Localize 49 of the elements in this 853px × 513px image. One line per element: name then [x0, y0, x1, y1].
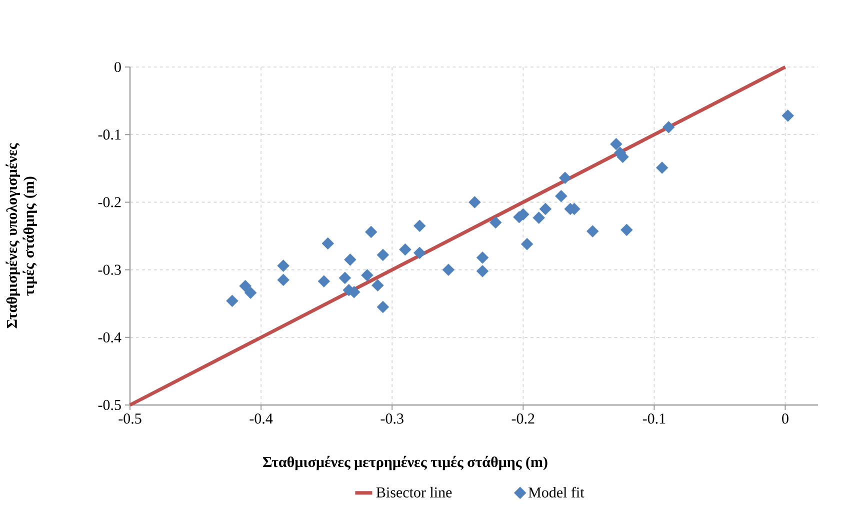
point — [539, 202, 552, 216]
point — [520, 238, 534, 250]
point — [376, 248, 390, 262]
point — [662, 121, 675, 134]
point — [277, 274, 290, 286]
point — [610, 138, 622, 150]
point — [244, 286, 257, 299]
point — [277, 260, 290, 272]
point — [489, 216, 502, 229]
point — [413, 246, 426, 260]
y-tick-label: -0.1 — [98, 130, 121, 140]
point — [586, 225, 599, 238]
point — [372, 279, 384, 292]
point — [226, 294, 238, 308]
point — [338, 272, 352, 284]
point — [468, 196, 481, 208]
y-axis-title: Σταθμισμένες υπολογισμένες τιμές στάθμης (m) — [6, 143, 38, 328]
x-tick-label: -0.2 — [512, 414, 534, 424]
point — [364, 226, 378, 238]
x-tick-label: 0 — [782, 414, 788, 424]
x-tick-label: -0.1 — [642, 414, 666, 424]
x-tick-label: -0.4 — [250, 414, 273, 424]
point — [376, 300, 390, 314]
y-tick-label: -0.3 — [98, 264, 121, 275]
point — [322, 237, 334, 250]
point — [399, 243, 412, 256]
y-tick-label: -0.2 — [98, 197, 121, 208]
point — [555, 190, 568, 202]
point — [344, 254, 356, 266]
point — [318, 275, 330, 288]
point — [476, 265, 489, 278]
y-tick-label: 0 — [114, 62, 121, 72]
point — [476, 251, 489, 264]
y-tick-label: -0.5 — [98, 400, 121, 410]
point — [239, 280, 252, 292]
y-tick-label: -0.4 — [98, 332, 122, 342]
point — [361, 269, 374, 282]
point — [532, 212, 546, 224]
x-axis-title: Σταθμισμένες μετρημένες τιμές στάθμης (m) — [262, 456, 548, 470]
point — [558, 172, 572, 184]
point — [413, 220, 426, 232]
point — [782, 110, 794, 122]
legend-label: Model fit — [528, 486, 584, 498]
point — [656, 162, 668, 174]
legend-label: Bisector line — [376, 486, 452, 498]
point — [620, 224, 633, 236]
x-tick-label: -0.3 — [380, 414, 404, 424]
point — [442, 264, 455, 276]
x-tick-label: -0.5 — [118, 414, 142, 424]
